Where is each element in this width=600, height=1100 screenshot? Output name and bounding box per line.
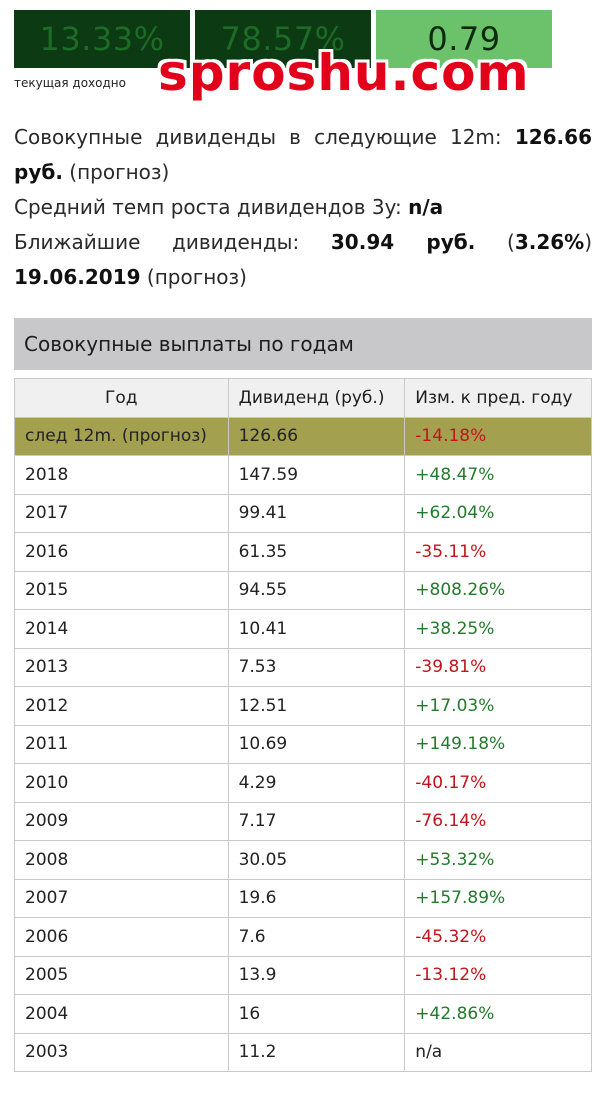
cell-change: +48.47% <box>404 455 592 495</box>
cell-year: 2013 <box>14 647 229 687</box>
payouts-table: Год Дивиденд (руб.) Изм. к пред. году сл… <box>14 378 592 1072</box>
table-row: 2005 13.9 -13.12% <box>14 955 592 995</box>
stat-third: 0.79 <box>376 10 552 76</box>
cell-dividend: 126.66 <box>227 416 406 456</box>
cell-dividend: 30.05 <box>227 840 406 880</box>
table-row: 2015 94.55 +808.26% <box>14 570 592 610</box>
cell-change: -76.14% <box>404 801 592 841</box>
cell-year: 2003 <box>14 1032 229 1072</box>
cell-change: +38.25% <box>404 609 592 649</box>
table-row: 2004 16 +42.86% <box>14 994 592 1034</box>
next-label: Ближайшие дивиденды: <box>14 230 300 254</box>
cell-dividend: 11.2 <box>227 1032 406 1072</box>
cell-dividend: 12.51 <box>227 686 406 726</box>
cell-change: +149.18% <box>404 724 592 764</box>
cell-year: след 12m. (прогноз) <box>14 416 229 456</box>
cell-year: 2010 <box>14 763 229 803</box>
cell-dividend: 7.6 <box>227 917 406 957</box>
cell-change: +62.04% <box>404 493 592 533</box>
next-date: 19.06.2019 <box>14 265 141 289</box>
cell-dividend: 19.6 <box>227 878 406 918</box>
growth-label: Средний темп роста дивидендов 3y: <box>14 195 402 219</box>
stat-current-yield: 13.33% текущая доходно <box>14 10 190 90</box>
table-row: 2016 61.35 -35.11% <box>14 532 592 572</box>
cell-year: 2014 <box>14 609 229 649</box>
cell-dividend: 16 <box>227 994 406 1034</box>
total-note: (прогноз) <box>69 160 170 184</box>
stat-label: текущая доходно <box>14 76 126 90</box>
cell-year: 2012 <box>14 686 229 726</box>
cell-change: -35.11% <box>404 532 592 572</box>
cell-year: 2007 <box>14 878 229 918</box>
table-header-row: Год Дивиденд (руб.) Изм. к пред. году <box>14 378 592 418</box>
cell-dividend: 7.53 <box>227 647 406 687</box>
cell-year: 2005 <box>14 955 229 995</box>
table-row: 2011 10.69 +149.18% <box>14 724 592 764</box>
cell-year: 2006 <box>14 917 229 957</box>
next-percent: 3.26% <box>514 230 585 254</box>
cell-dividend: 13.9 <box>227 955 406 995</box>
cell-change: +42.86% <box>404 994 592 1034</box>
cell-change: -14.18% <box>404 416 592 456</box>
table-row: 2014 10.41 +38.25% <box>14 609 592 649</box>
table-row: 2007 19.6 +157.89% <box>14 878 592 918</box>
table-row: след 12m. (прогноз) 126.66 -14.18% <box>14 416 592 456</box>
table-row: 2009 7.17 -76.14% <box>14 801 592 841</box>
column-header-year: Год <box>14 378 229 418</box>
watermark: sproshu.com <box>158 44 530 102</box>
next-paren-open: ( <box>507 230 515 254</box>
stat-value: 13.33% <box>14 10 190 68</box>
cell-year: 2008 <box>14 840 229 880</box>
cell-dividend: 61.35 <box>227 532 406 572</box>
cell-year: 2011 <box>14 724 229 764</box>
column-header-change: Изм. к пред. году <box>404 378 592 418</box>
cell-change: +157.89% <box>404 878 592 918</box>
cell-dividend: 10.69 <box>227 724 406 764</box>
growth-line: Средний темп роста дивидендов 3y: n/a <box>14 190 592 225</box>
cell-change: n/a <box>404 1032 592 1072</box>
stat-value: 78.57% <box>195 10 371 68</box>
cell-dividend: 94.55 <box>227 570 406 610</box>
table-row: 2006 7.6 -45.32% <box>14 917 592 957</box>
payouts-panel-title: Совокупные выплаты по годам <box>14 318 592 370</box>
column-header-dividend: Дивиденд (руб.) <box>227 378 406 418</box>
total-label: Совокупные дивиденды в следующие 12m: <box>14 125 502 149</box>
table-row: 2008 30.05 +53.32% <box>14 840 592 880</box>
cell-year: 2009 <box>14 801 229 841</box>
table-row: 2017 99.41 +62.04% <box>14 493 592 533</box>
table-row: 2010 4.29 -40.17% <box>14 763 592 803</box>
next-amount: 30.94 руб. <box>330 230 476 254</box>
table-row: 2012 12.51 +17.03% <box>14 686 592 726</box>
cell-year: 2017 <box>14 493 229 533</box>
cell-change: -45.32% <box>404 917 592 957</box>
stat-second: 78.57% <box>195 10 371 76</box>
total-value: 126.66 руб. <box>14 125 592 184</box>
next-note: (прогноз) <box>146 265 247 289</box>
cell-change: -40.17% <box>404 763 592 803</box>
stat-value: 0.79 <box>376 10 552 68</box>
cell-dividend: 99.41 <box>227 493 406 533</box>
cell-dividend: 147.59 <box>227 455 406 495</box>
table-row: 2018 147.59 +48.47% <box>14 455 592 495</box>
cell-change: +808.26% <box>404 570 592 610</box>
cell-year: 2018 <box>14 455 229 495</box>
cell-change: -39.81% <box>404 647 592 687</box>
cell-dividend: 4.29 <box>227 763 406 803</box>
cell-dividend: 7.17 <box>227 801 406 841</box>
dividend-summary: Совокупные дивиденды в следующие 12m: 12… <box>14 120 592 295</box>
cell-year: 2016 <box>14 532 229 572</box>
table-row: 2003 11.2 n/a <box>14 1032 592 1072</box>
table-row: 2013 7.53 -39.81% <box>14 647 592 687</box>
growth-value: n/a <box>408 195 444 219</box>
cell-change: +53.32% <box>404 840 592 880</box>
cell-dividend: 10.41 <box>227 609 406 649</box>
total-dividends-line: Совокупные дивиденды в следующие 12m: 12… <box>14 120 592 190</box>
stats-row: 13.33% текущая доходно 78.57% 0.79 <box>14 10 554 96</box>
cell-year: 2004 <box>14 994 229 1034</box>
cell-year: 2015 <box>14 570 229 610</box>
cell-change: -13.12% <box>404 955 592 995</box>
next-dividend-line: Ближайшие дивиденды: 30.94 руб. (3.26%) … <box>14 225 592 295</box>
cell-change: +17.03% <box>404 686 592 726</box>
next-paren-close: ) <box>584 230 593 254</box>
